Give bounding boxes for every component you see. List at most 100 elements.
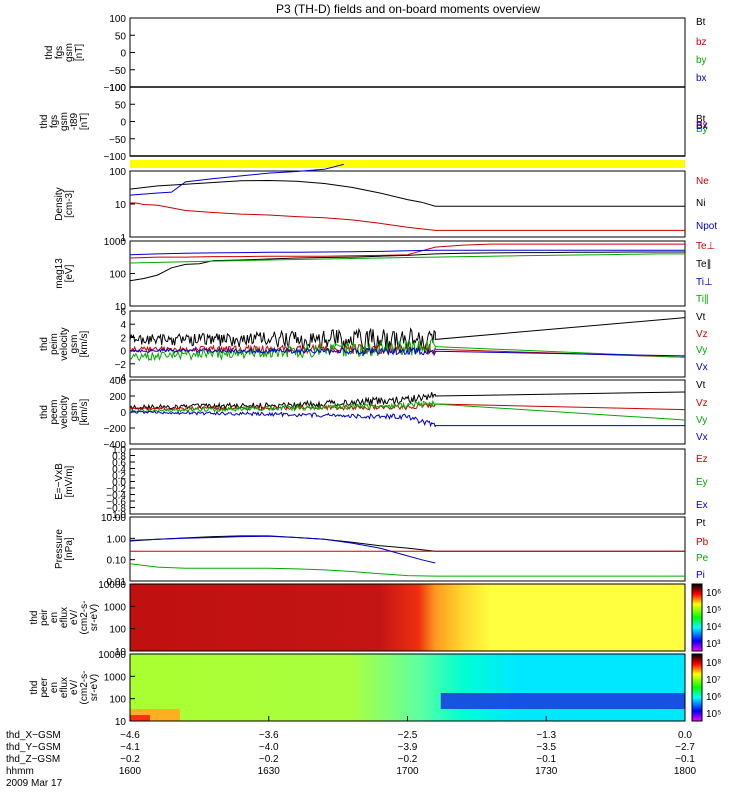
panel-ylabel: mag13 [eV]	[54, 258, 75, 289]
xaxis-row-label: thd_Z−GSM	[6, 754, 60, 765]
colorbar	[691, 583, 703, 652]
series-line-Pt	[129, 535, 685, 552]
ytick-label: 50	[115, 100, 127, 111]
legend-label: Vz	[696, 398, 708, 409]
xaxis-row-value: −3.5	[536, 742, 556, 753]
ytick-label: 10000	[98, 650, 126, 661]
ytick-label: −50	[109, 66, 126, 77]
legend-label: Vy	[696, 415, 707, 426]
ylabel-line: peer	[39, 677, 50, 698]
panel-ylabel: thd fgs gsm [nT]	[44, 43, 85, 62]
legend-label: Te∥	[696, 259, 712, 270]
colorbar-tick-label: 10⁷	[706, 675, 721, 686]
xaxis-row-value: −0.2	[120, 754, 140, 765]
ytick-label: 100	[109, 83, 126, 94]
ytick-label: 10.00	[101, 513, 126, 524]
ytick-label: −0.4	[106, 491, 126, 502]
panel-frame	[129, 86, 686, 157]
ytick-label: 100	[109, 695, 126, 706]
ytick-label: −100	[103, 83, 126, 94]
panel-5: 1000 100 10 mag13 [eV] Te⊥ Te∥ Ti⊥ Ti∥	[54, 237, 715, 313]
ytick-label: 50	[115, 31, 127, 42]
xaxis-row-value: 0.0	[678, 730, 692, 741]
ylabel-line: [eV]	[64, 264, 75, 282]
series-line-Vx	[130, 346, 686, 357]
xaxis-row-value: 1700	[396, 766, 419, 777]
legend-label: Ne	[696, 176, 709, 187]
ytick-label: 1000	[104, 602, 127, 613]
ylabel-line: fgs	[54, 46, 65, 59]
series-line-Vx	[129, 410, 685, 428]
xaxis-row-value: 1800	[674, 766, 697, 777]
legend-label: Te⊥	[696, 241, 715, 252]
ytick-label: 10000	[98, 580, 126, 591]
legend-label: Pi	[696, 570, 705, 581]
ytick-label: 100	[109, 625, 126, 636]
ylabel-line: [nPa]	[64, 537, 75, 561]
ytick-label: −2	[115, 360, 127, 371]
panel-frame	[129, 516, 686, 582]
colorbar	[691, 653, 703, 722]
xaxis-row-value: −1.3	[536, 730, 556, 741]
legend-label: By	[696, 124, 708, 135]
series-line-Te∥	[129, 251, 685, 282]
legend-label: Vx	[696, 432, 708, 443]
xaxis-row-value: −2.7	[675, 742, 695, 753]
legend-label: Npot	[696, 221, 717, 232]
series-line-Npot	[129, 163, 344, 196]
colorbar-tick-label: 10⁶	[706, 588, 721, 599]
ytick-label: 1.00	[107, 534, 127, 545]
panel-9: 10.00 1.00 0.10 0.01 Pressure [nPa] Pt Pb Pe Pi	[54, 513, 709, 588]
ytick-label: 1	[120, 233, 126, 244]
ylabel-line: peir	[39, 608, 50, 625]
figure-title: P3 (TH-D) fields and on-board moments ov…	[276, 2, 540, 16]
ylabel-line: gsm	[69, 335, 80, 354]
panel-ylabel: Density [cm-3]	[54, 187, 75, 220]
ytick-label: 1000	[104, 237, 127, 248]
ytick-label: 0.01	[107, 577, 127, 588]
spectrogram	[130, 654, 685, 721]
legend-label: Bt	[696, 114, 706, 125]
ytick-label: 0	[120, 347, 126, 358]
xaxis-row-value: −0.1	[536, 754, 556, 765]
ytick-label: 10	[115, 200, 127, 211]
spectrogram-band	[130, 715, 150, 721]
ytick-label: −50	[109, 135, 126, 146]
ylabel-line: sr-eV)	[89, 674, 100, 701]
ylabel-line: [nT]	[79, 113, 90, 130]
series-line-Pe	[129, 563, 685, 577]
ylabel-line: thd	[29, 681, 40, 695]
ylabel-line: peim	[49, 333, 60, 355]
series-line-Vt	[129, 391, 686, 411]
colorbar-tick-label: 10³	[706, 639, 721, 650]
series-line-Ti⊥	[129, 249, 685, 256]
xaxis-row-value: 1730	[535, 766, 558, 777]
series-line-Pi	[129, 535, 436, 564]
ylabel-line: eV/	[69, 680, 80, 695]
series-line-Ne	[130, 202, 685, 231]
ytick-label: −0.8	[106, 504, 126, 515]
colorbar-tick-label: 10⁵	[706, 709, 721, 720]
panel-ylabel: E=−VxB [mV/m]	[54, 463, 75, 500]
panel-7: 400 200 0 −200 −400 thd peem velocity gsm [km/s] V…	[39, 376, 708, 451]
ylabel-line: -t89	[69, 112, 80, 130]
legend-label: Ti∥	[696, 294, 709, 305]
ytick-label: 0.8	[112, 452, 126, 463]
ytick-label: 0	[120, 408, 126, 419]
panel-frame	[129, 379, 686, 445]
ylabel-line: en	[49, 682, 60, 693]
xaxis-row-label: hhmm	[6, 766, 34, 777]
ylabel-line: (cm2-s-	[79, 601, 90, 635]
series-line-Ti∥	[129, 253, 685, 264]
ylabel-line: velocity	[59, 327, 70, 360]
legend-label: Pt	[696, 518, 706, 529]
legend-label: Bt	[696, 17, 706, 28]
ytick-label: 10	[115, 647, 127, 658]
panel-ylabel: thd peem velocity gsm [km/s]	[39, 395, 90, 428]
ylabel-line: mag13	[54, 258, 65, 289]
panel-frame	[129, 448, 686, 515]
ytick-label: 0.4	[112, 465, 126, 476]
panel-4: 100 10 1 Density [cm-3] Ne Ni Npot	[54, 163, 717, 244]
xaxis-row-value: −3.9	[398, 742, 418, 753]
ytick-label: −0.2	[106, 484, 126, 495]
